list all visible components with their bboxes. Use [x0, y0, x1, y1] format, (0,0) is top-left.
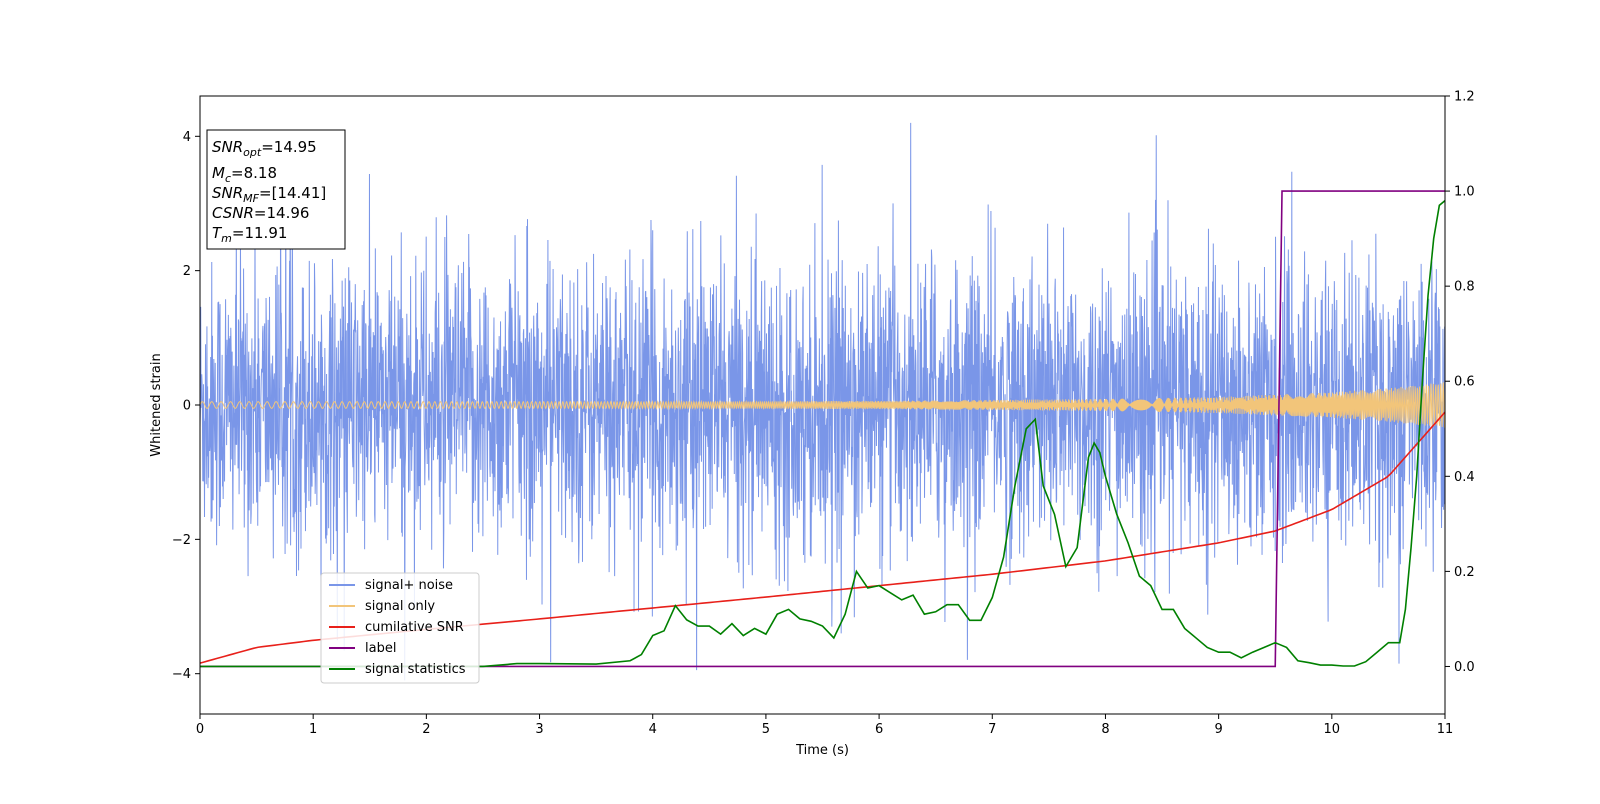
legend-label-signal-only: signal only [365, 599, 435, 614]
info-snr-opt: SNRopt=14.95 [212, 138, 317, 159]
y-left-tick-label: 4 [183, 130, 191, 145]
y-right-tick-label: 1.2 [1454, 90, 1475, 105]
info-box-frame [206, 129, 346, 250]
legend-label-signal-noise: signal+ noise [365, 578, 453, 593]
x-tick-label: 4 [649, 722, 657, 737]
x-tick-label: 9 [1214, 722, 1222, 737]
x-tick-label: 5 [762, 722, 770, 737]
y-right-tick-label: 0.0 [1454, 660, 1475, 675]
legend-label-signal-statistics: signal statistics [365, 662, 466, 677]
y-right-tick-label: 1.0 [1454, 185, 1475, 200]
info-tm: Tm=11.91 [212, 224, 287, 245]
y-right-tick-label: 0.2 [1454, 565, 1475, 580]
y-left-tick-label: −2 [172, 533, 191, 548]
x-tick-label: 8 [1101, 722, 1109, 737]
legend: signal+ noise signal only cumilative SNR… [320, 572, 480, 684]
x-tick-label: 3 [535, 722, 543, 737]
x-tick-label: 10 [1324, 722, 1341, 737]
info-csnr: CSNR=14.96 [212, 204, 309, 222]
legend-frame [320, 572, 480, 684]
x-tick-label: 0 [196, 722, 204, 737]
y-right-tick-label: 0.4 [1454, 470, 1475, 485]
axes-layer: 0 1 2 3 4 5 6 7 8 9 10 11 −4 −2 0 2 4 0.0 0.2 0.4 0.6 0.8 1.0 1… [172, 90, 1475, 738]
series-signal-only [199, 382, 1446, 428]
y-right-tick-label: 0.8 [1454, 280, 1475, 295]
y-left-tick-label: 0 [183, 399, 191, 414]
series-signal-statistics [200, 199, 1446, 668]
y-left-tick-label: −4 [172, 667, 191, 682]
y-axis-label: Whitened strain [149, 353, 164, 456]
legend-label-cumulative-snr: cumilative SNR [365, 620, 464, 635]
x-tick-label: 6 [875, 722, 883, 737]
series-label [200, 190, 1445, 668]
y-left-tick-label: 2 [183, 264, 191, 279]
info-snr-mf: SNRMF=[14.41] [212, 184, 326, 205]
legend-label-label: label [365, 641, 396, 656]
info-box: SNRopt=14.95 Mc=8.18 SNRMF=[14.41] CSNR=… [206, 129, 346, 250]
x-tick-label: 7 [988, 722, 996, 737]
x-tick-label: 2 [422, 722, 430, 737]
x-axis-label: Time (s) [795, 743, 849, 758]
x-tick-label: 11 [1437, 722, 1454, 737]
y-right-tick-label: 0.6 [1454, 375, 1475, 390]
info-mc: Mc=8.18 [212, 164, 277, 185]
x-tick-label: 1 [309, 722, 317, 737]
